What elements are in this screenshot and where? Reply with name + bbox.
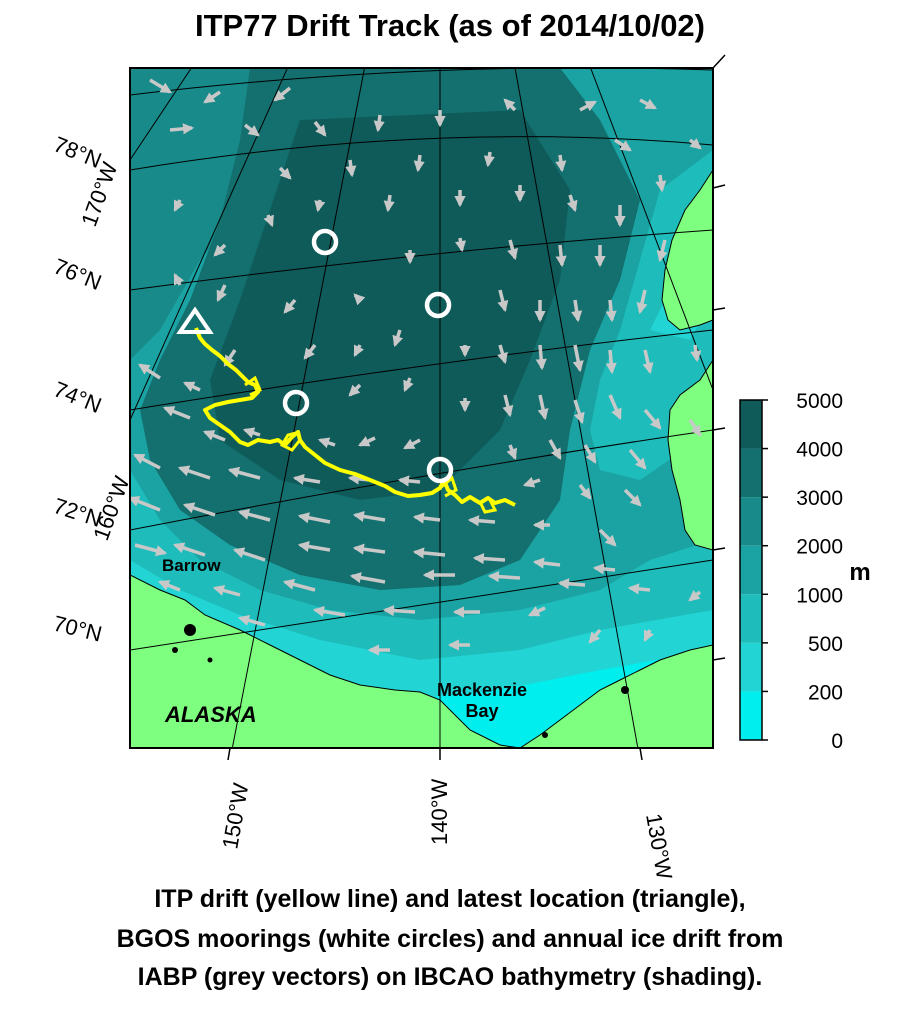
graticule-latitudes	[130, 68, 713, 651]
lake-dot	[184, 624, 196, 636]
caption-line-2: BGOS moorings (white circles) and annual…	[116, 925, 784, 953]
page-title: ITP77 Drift Track (as of 2014/10/02)	[194, 8, 706, 43]
lake-dot	[172, 647, 178, 653]
colorbar-segment	[740, 691, 762, 740]
ice-drift-vectors	[130, 78, 702, 656]
land-canada-mainland	[519, 644, 713, 748]
colorbar-frame	[739, 399, 763, 741]
caption-line-3: IABP (grey vectors) on IBCAO bathymetry …	[137, 963, 763, 991]
place-label-bay: Bay	[465, 701, 498, 721]
place-label-alaska: ALASKA	[164, 702, 257, 727]
colorbar-tick-label: 200	[808, 681, 843, 704]
itp-latest-location-triangle	[176, 306, 214, 334]
colorbar-tick-label: 5000	[796, 390, 843, 413]
lat-label-74: 74°N	[50, 376, 105, 418]
colorbar-segment	[740, 497, 762, 546]
colorbar-segment	[740, 400, 762, 449]
map-panel: Barrow ALASKA Mackenzie Bay	[130, 68, 713, 748]
colorbar-segment	[740, 545, 762, 595]
itp-drift-track-loops	[244, 375, 498, 514]
lat-label-76: 76°N	[50, 253, 105, 295]
lon-label-150: 150°W	[217, 781, 253, 851]
colorbar-tick-label: 3000	[796, 487, 843, 510]
colorbar-tick-label: 4000	[796, 439, 843, 462]
caption-line-1: ITP drift (yellow line) and latest locat…	[154, 885, 746, 913]
map-border	[129, 67, 714, 749]
bathymetry-ne	[540, 68, 713, 180]
lon-label-130: 130°W	[641, 812, 677, 882]
mooring-b	[424, 291, 452, 319]
map-border-ticks	[227, 54, 726, 761]
land-alaska	[130, 574, 521, 748]
colorbar-tick-label: 1000	[796, 584, 843, 607]
mooring-a	[311, 228, 339, 256]
place-label-barrow: Barrow	[162, 556, 221, 575]
mooring-d	[426, 456, 454, 484]
place-label-mackenzie: Mackenzie	[437, 680, 527, 700]
colorbar-segment	[740, 448, 762, 498]
mooring-c	[282, 389, 310, 417]
colorbar-tick-label: 500	[808, 633, 843, 656]
lon-label-170: 170°W	[76, 159, 122, 230]
colorbar-unit: m	[849, 559, 870, 586]
colorbar-segment	[740, 642, 762, 692]
lake-dot	[207, 657, 213, 663]
colorbar-tick-label: 2000	[796, 536, 843, 559]
lon-label-140: 140°W	[427, 778, 452, 845]
land-banks-island	[667, 359, 713, 551]
lat-label-70: 70°N	[51, 611, 105, 647]
lake-dot	[542, 732, 548, 738]
colorbar-tick-label: 0	[831, 730, 843, 753]
colorbar-segment	[740, 594, 762, 643]
